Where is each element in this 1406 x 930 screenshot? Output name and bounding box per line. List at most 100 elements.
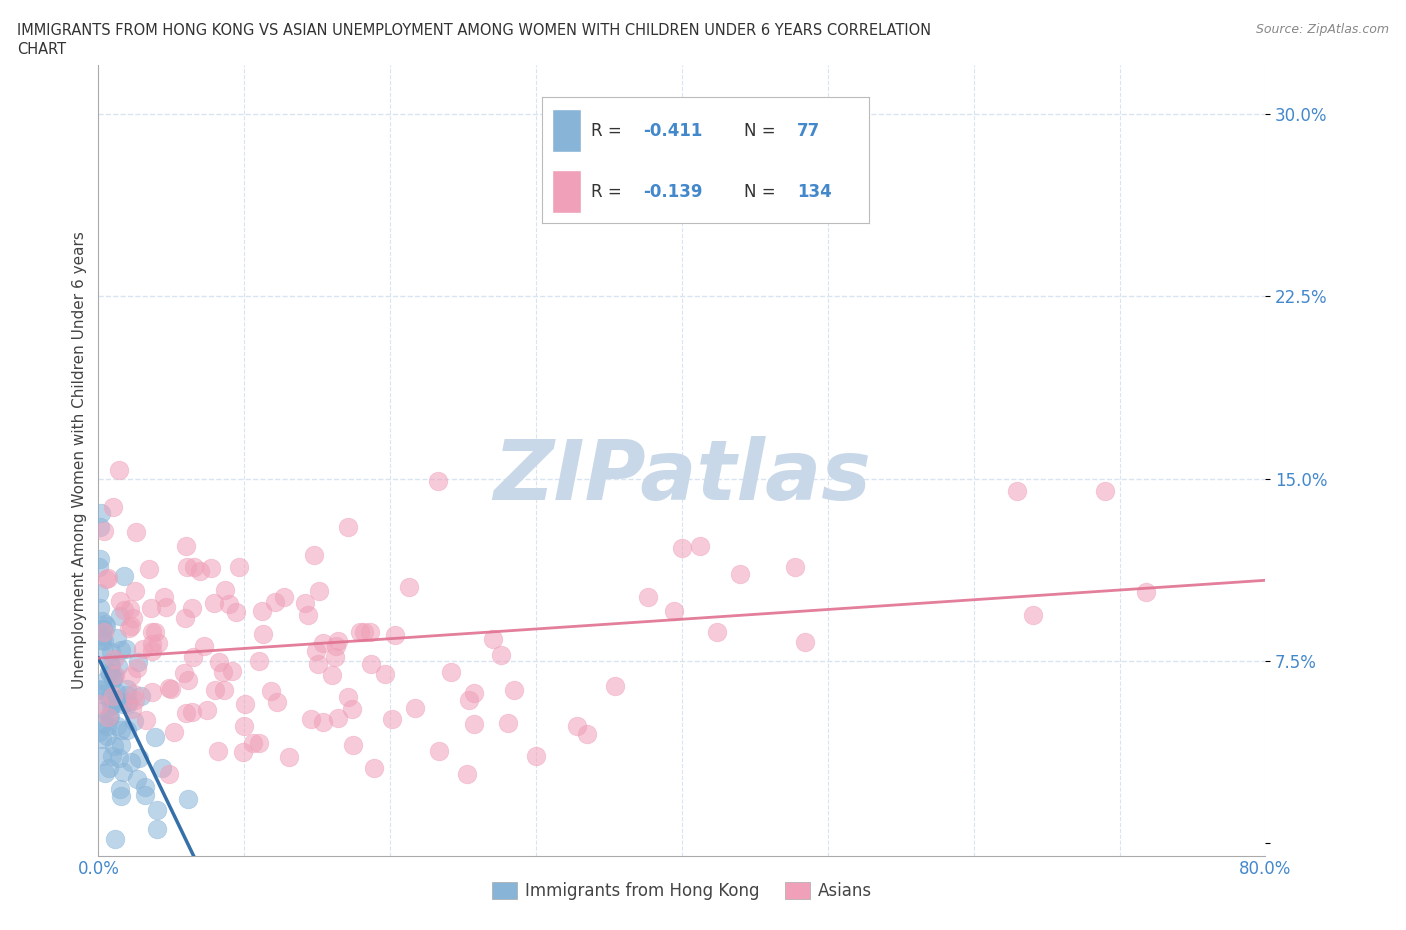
Point [101,689,124,704]
Point [302,548,325,563]
Point [242,735,264,750]
Point [349,624,371,639]
Point [114,642,136,657]
Point [91,642,114,657]
Point [200,561,222,576]
Text: CHART: CHART [17,42,66,57]
Point [89,520,111,535]
Point [122,611,145,626]
Point [100,749,122,764]
Point [110,723,132,737]
Point [325,638,347,653]
Point [127,655,149,670]
Point [117,687,139,702]
Point [207,654,229,669]
Point [124,583,146,598]
Point [110,737,132,752]
Point [181,601,204,616]
Point [125,525,148,539]
Point [567,718,589,733]
Point [98,709,121,724]
Point [489,647,512,662]
Point [141,637,163,652]
Point [125,772,148,787]
Point [87,559,110,574]
Point [103,738,125,753]
Point [134,779,156,794]
Point [689,538,711,553]
Point [247,654,270,669]
Point [90,613,112,628]
Point [90,686,112,701]
Point [103,651,125,666]
Point [153,590,176,604]
Point [103,669,125,684]
Point [180,705,202,720]
Point [299,711,322,726]
Point [482,631,505,646]
Point [221,663,243,678]
Point [98,761,121,776]
Point [342,702,364,717]
Point [100,667,122,682]
Point [297,607,319,622]
Point [94,765,117,780]
Y-axis label: Unemployment Among Women with Children Under 6 years: Unemployment Among Women with Children U… [72,232,87,689]
Point [188,564,211,578]
Point [456,766,478,781]
Point [146,803,169,817]
Point [124,713,146,728]
Point [637,590,659,604]
Point [214,582,236,597]
Point [111,764,134,779]
Point [155,599,177,614]
Point [260,684,283,698]
Point [728,566,751,581]
Point [328,633,350,648]
Point [110,789,132,804]
Point [97,665,120,680]
Point [143,729,166,744]
Point [1135,585,1157,600]
Point [173,666,195,681]
Point [96,728,118,743]
Point [204,682,226,697]
Point [91,731,114,746]
Point [93,625,115,640]
Point [98,655,121,670]
Point [174,538,197,553]
Point [312,714,335,729]
Point [94,618,117,633]
Point [135,712,157,727]
Point [374,667,396,682]
Point [93,524,115,538]
Point [124,693,146,708]
Point [233,719,256,734]
Point [90,506,112,521]
Point [134,788,156,803]
Point [115,681,138,696]
Point [177,673,200,688]
Point [98,711,121,725]
Point [384,628,406,643]
Point [103,671,125,686]
Point [463,686,485,701]
Point [458,693,481,708]
Point [122,686,145,701]
Point [342,737,364,752]
Point [1022,607,1045,622]
Point [110,782,132,797]
Point [87,725,110,740]
Point [98,690,121,705]
Point [112,603,135,618]
Point [108,593,131,608]
Point [247,735,270,750]
Point [89,551,111,566]
Text: Source: ZipAtlas.com: Source: ZipAtlas.com [1256,23,1389,36]
Point [183,560,205,575]
Text: IMMIGRANTS FROM HONG KONG VS ASIAN UNEMPLOYMENT AMONG WOMEN WITH CHILDREN UNDER : IMMIGRANTS FROM HONG KONG VS ASIAN UNEMP… [17,23,931,38]
Point [89,697,111,711]
Point [363,761,385,776]
Point [671,540,693,555]
Point [463,716,485,731]
